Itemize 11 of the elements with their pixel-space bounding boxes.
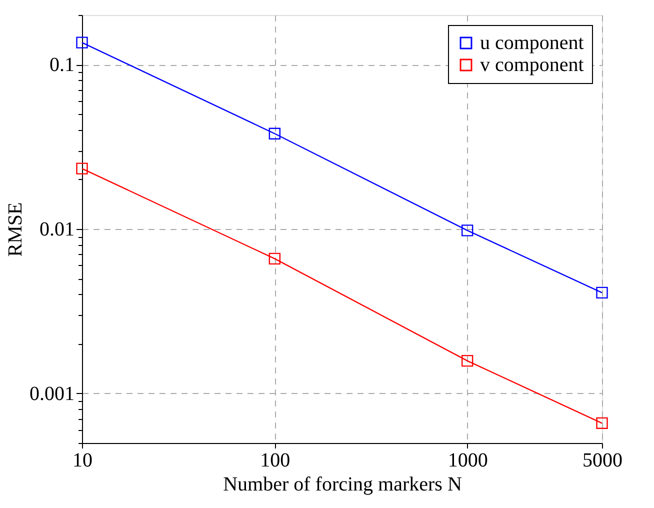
x-tick-label: 5000	[582, 450, 622, 472]
x-axis-title: Number of forcing markers N	[223, 474, 462, 496]
legend-label: u component	[480, 32, 584, 54]
y-axis-title: RMSE	[4, 202, 26, 257]
x-tick-label: 1000	[448, 450, 488, 472]
legend-label: v component	[480, 54, 584, 76]
y-tick-label: 0.001	[30, 382, 74, 405]
x-tick-label: 100	[260, 450, 290, 472]
y-tick-label: 0.01	[40, 218, 74, 240]
x-tick-label: 10	[72, 450, 92, 472]
y-tick-label: 0.1	[50, 54, 74, 76]
